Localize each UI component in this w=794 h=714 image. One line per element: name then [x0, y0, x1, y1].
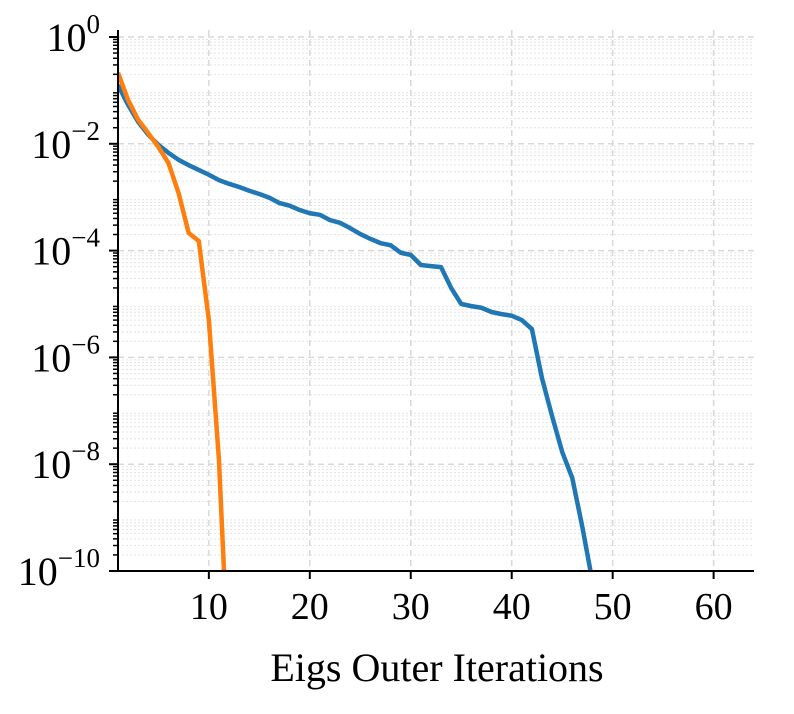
- y-tick-label: 10−4: [31, 223, 100, 274]
- y-tick-label: 100: [47, 9, 101, 60]
- x-tick-label: 10: [190, 586, 228, 628]
- y-tick-label: 10−8: [31, 436, 100, 487]
- x-tick-label: 20: [291, 586, 329, 628]
- line-series: [118, 71, 227, 571]
- x-tick-label: 40: [493, 586, 531, 628]
- y-tick-label: 10−6: [31, 329, 100, 380]
- y-tick-label: 10−2: [31, 116, 100, 167]
- line-series: [118, 84, 593, 571]
- x-tick-label: 50: [594, 586, 632, 628]
- x-tick-label: 60: [695, 586, 733, 628]
- plot-lines: [118, 71, 593, 571]
- x-tick-label: 30: [392, 586, 430, 628]
- x-axis-label: Eigs Outer Iterations: [270, 645, 603, 690]
- y-tick-label: 10−10: [18, 543, 100, 594]
